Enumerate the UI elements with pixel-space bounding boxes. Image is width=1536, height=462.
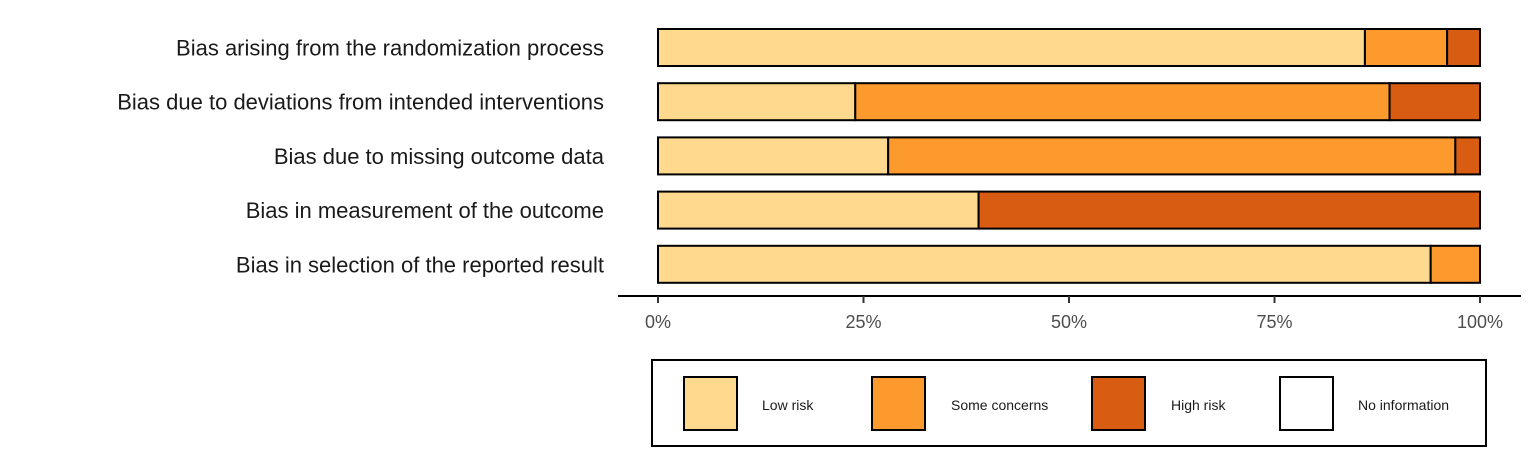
legend-label: Some concerns — [951, 397, 1048, 413]
x-ticks: 0% 25% 50% 75% 100% — [645, 296, 1503, 332]
legend: Low risk Some concerns High risk No informa… — [651, 359, 1487, 447]
bar-segment-low-risk — [657, 82, 857, 122]
bar-segment-some-concerns — [1363, 28, 1449, 67]
legend-label: High risk — [1171, 397, 1226, 413]
bar-segment-some-concerns — [887, 136, 1457, 176]
bar-segment-some-concerns — [854, 82, 1391, 122]
legend-box — [651, 359, 1487, 447]
x-tick-label: 100% — [1457, 312, 1503, 332]
category-label: Bias arising from the randomization proc… — [176, 36, 604, 61]
legend-key-no-information — [1279, 376, 1334, 431]
x-tick-label: 50% — [1051, 312, 1087, 332]
legend-key-high-risk — [1091, 376, 1146, 431]
bar-segment-low-risk — [657, 136, 890, 176]
category-label: Bias due to deviations from intended int… — [117, 90, 604, 115]
x-tick-label: 25% — [845, 312, 881, 332]
bar-segment-high-risk — [1454, 136, 1481, 176]
bar-segment-high-risk — [977, 190, 1482, 230]
legend-key-low-risk — [683, 376, 738, 431]
bar-segment-low-risk — [657, 28, 1366, 67]
category-label: Bias in selection of the reported result — [236, 252, 604, 277]
x-tick-label: 75% — [1256, 312, 1292, 332]
category-labels: Bias arising from the randomization proc… — [117, 36, 605, 278]
bar-segment-high-risk — [1446, 28, 1481, 67]
legend-key-some-concerns — [871, 376, 926, 431]
bar-segment-some-concerns — [1429, 244, 1482, 284]
bar-segment-low-risk — [657, 190, 980, 230]
category-label: Bias in measurement of the outcome — [246, 198, 604, 223]
bars-group — [657, 28, 1482, 284]
x-tick-label: 0% — [645, 312, 671, 332]
bar-segment-high-risk — [1388, 82, 1481, 122]
legend-label: Low risk — [762, 397, 814, 413]
category-label: Bias due to missing outcome data — [274, 144, 605, 169]
bar-segment-low-risk — [657, 244, 1432, 284]
legend-label: No information — [1358, 397, 1449, 413]
